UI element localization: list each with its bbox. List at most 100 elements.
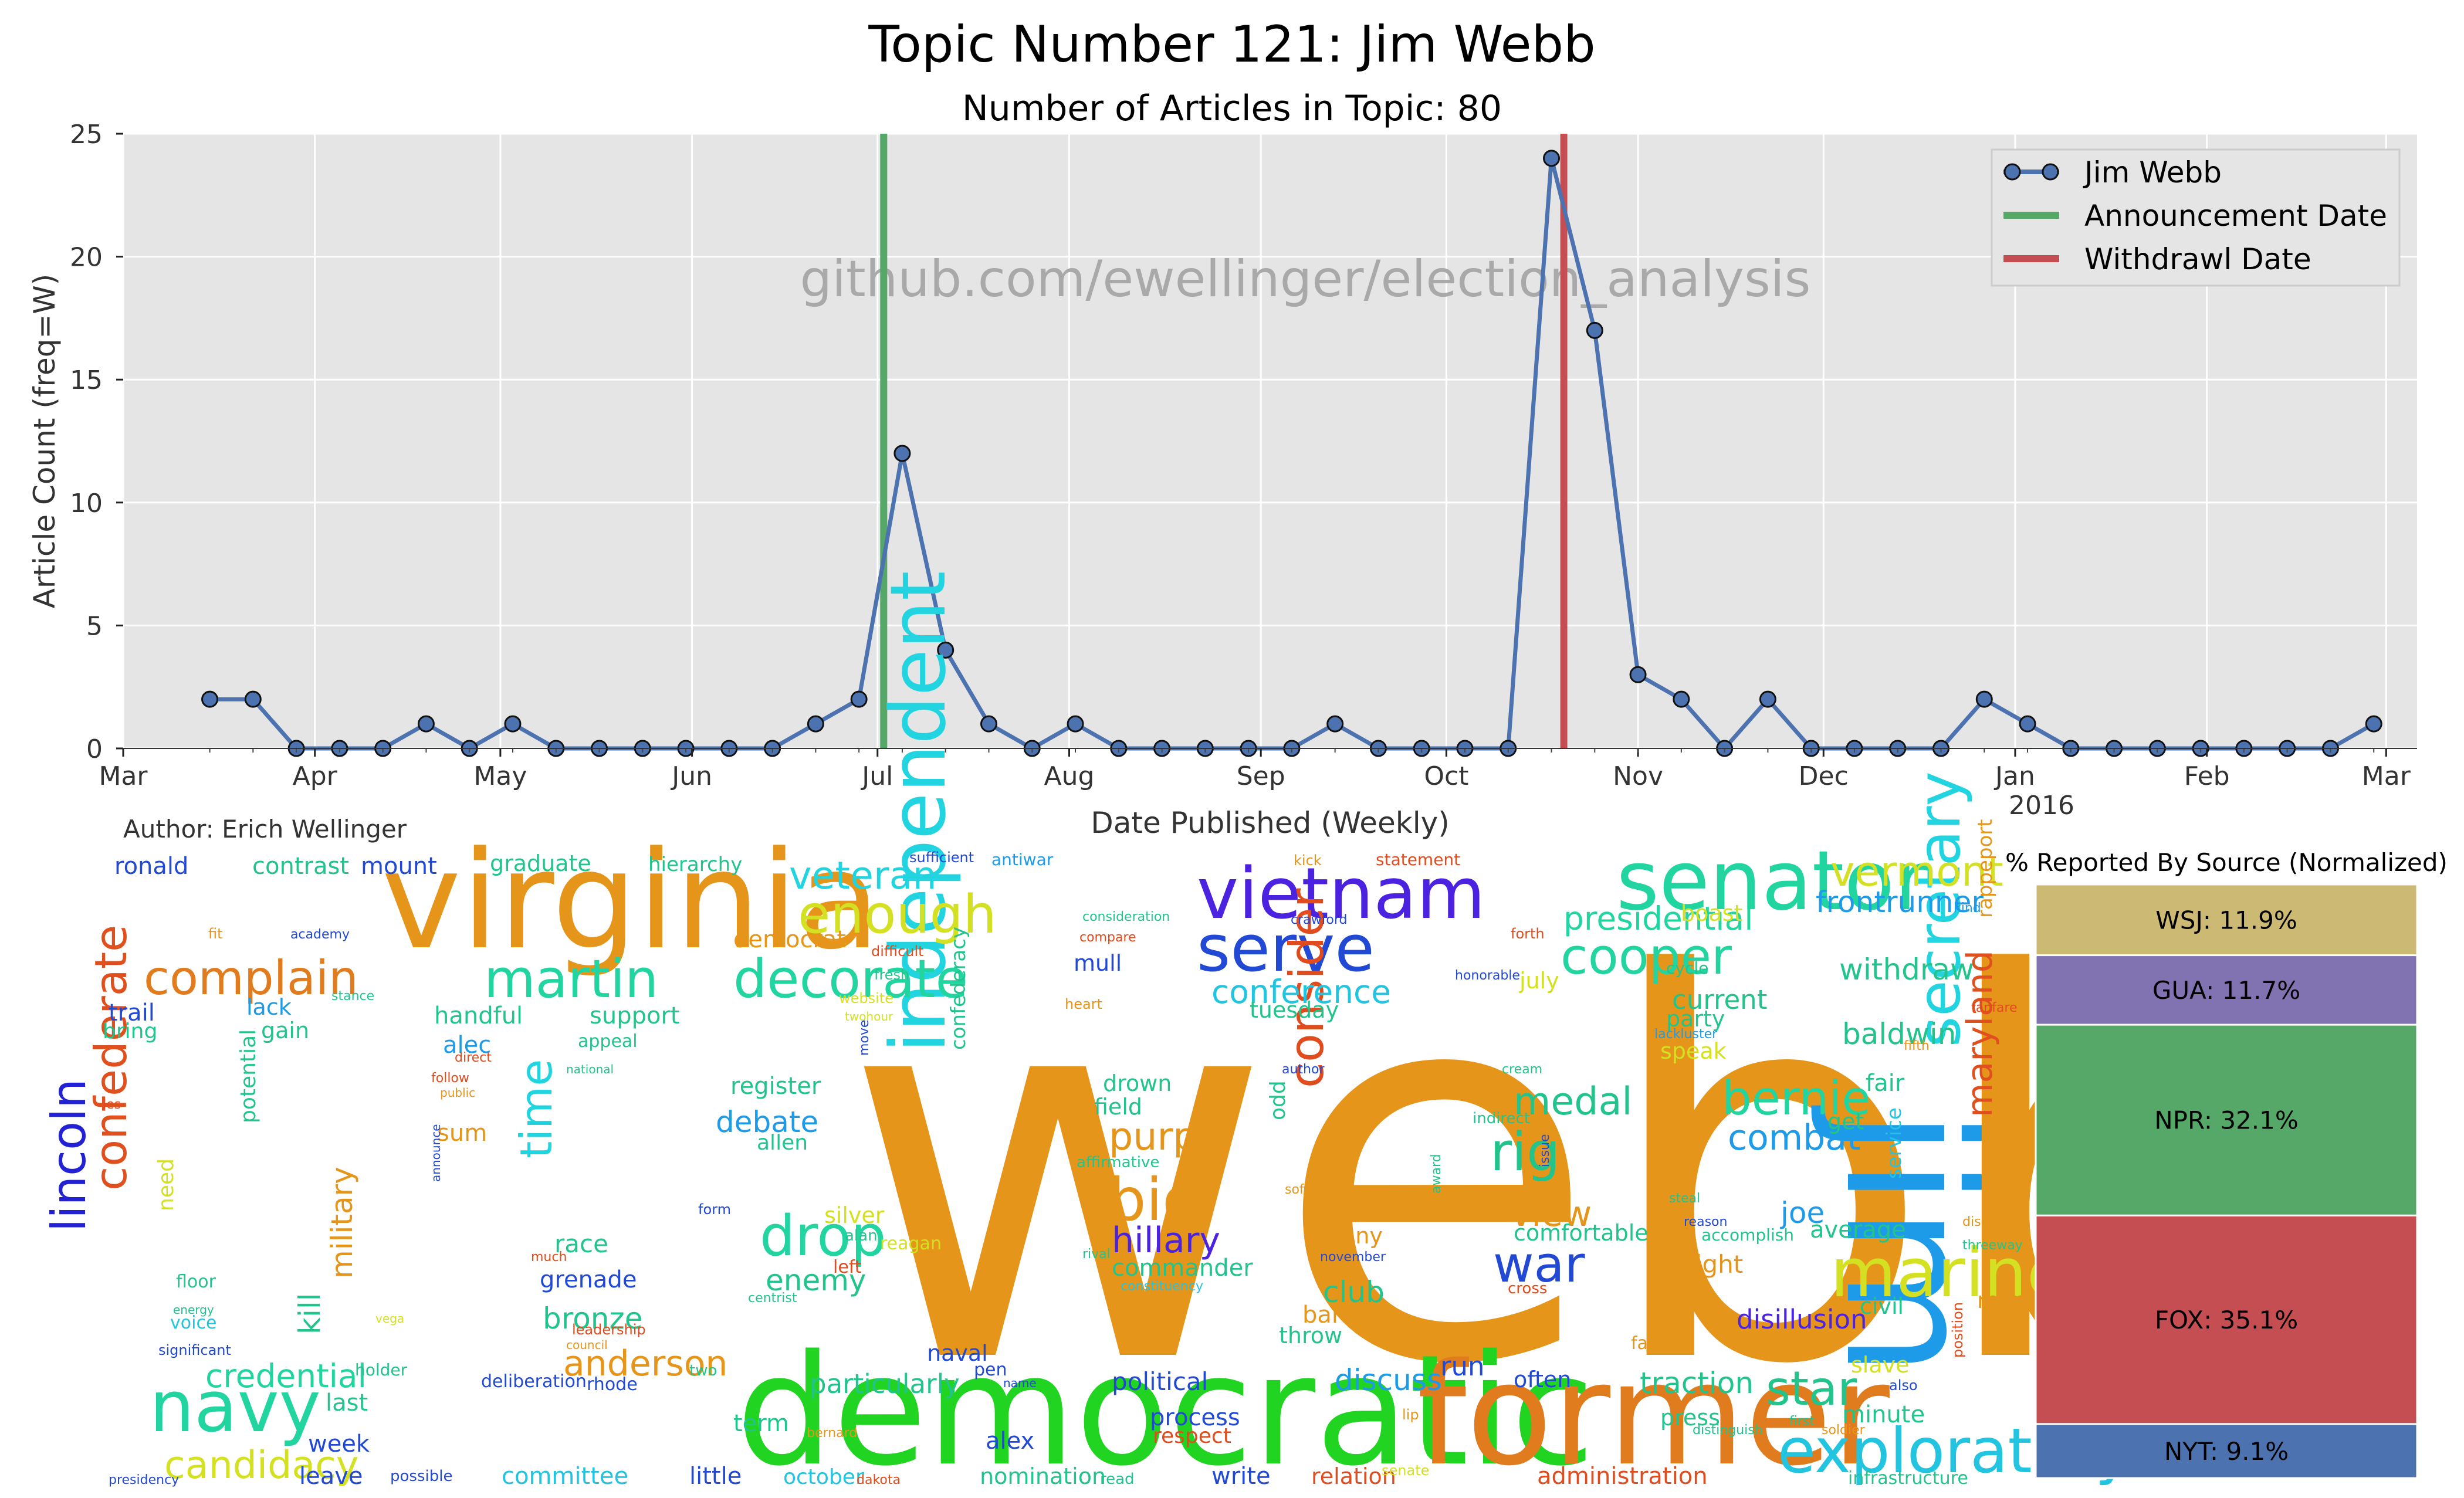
source-bar-title: % Reported By Source (Normalized) — [2005, 848, 2448, 877]
x-tick-sublabel: 2016 — [2009, 791, 2074, 821]
cloud-word: democrat — [733, 926, 846, 953]
cloud-word: move — [857, 1020, 872, 1056]
cloud-word: little — [689, 1463, 742, 1490]
legend-label-withdrawl: Withdrawl Date — [2084, 242, 2311, 276]
cloud-word: les — [103, 1097, 121, 1112]
cloud-word: issue — [1538, 1134, 1552, 1167]
cloud-word: many — [1320, 1223, 1383, 1249]
cloud-word: mount — [361, 853, 437, 880]
figure-title: Topic Number 121: Jim Webb — [868, 15, 1595, 74]
cloud-word: support — [590, 1002, 680, 1029]
cloud-word: slave — [1851, 1352, 1910, 1378]
cloud-word: tuesday — [1250, 997, 1339, 1023]
cloud-word: confederacy — [947, 927, 970, 1050]
cloud-word: cycle — [1666, 958, 1708, 978]
cloud-word: appeal — [578, 1031, 638, 1052]
cloud-word: presidency — [109, 1473, 179, 1487]
cloud-word: cream — [1502, 1062, 1542, 1077]
cloud-word: nomination — [980, 1463, 1106, 1489]
y-tick-label: 15 — [70, 365, 103, 395]
cloud-word: sum — [437, 1120, 487, 1147]
x-tick-label: Jun — [670, 761, 712, 791]
cloud-word: july — [1519, 968, 1559, 994]
cloud-word: pen — [974, 1360, 1007, 1380]
cloud-word: read — [1100, 1470, 1135, 1488]
cloud-word: alex — [986, 1428, 1034, 1455]
x-tick-label: Apr — [293, 761, 338, 791]
cloud-word: handful — [434, 1002, 523, 1029]
cloud-word: reagan — [880, 1233, 942, 1254]
cloud-word: withdraw — [1839, 953, 1974, 987]
cloud-word: crawford — [1291, 913, 1347, 927]
cloud-word: week — [308, 1431, 370, 1458]
cloud-word: centrist — [748, 1291, 797, 1306]
data-point — [895, 446, 910, 461]
data-point — [2366, 716, 2381, 731]
cloud-word: far — [1631, 1333, 1656, 1354]
cloud-word: fifth — [1904, 1039, 1930, 1053]
cloud-word: boast — [1681, 900, 1742, 926]
cloud-word: rival — [1082, 1247, 1111, 1262]
cloud-word: service — [1883, 1107, 1906, 1179]
cloud-word: comfortable — [1514, 1220, 1649, 1246]
data-point — [418, 716, 434, 731]
source-bar-chart: % Reported By Source (Normalized) NYT: 9… — [2005, 848, 2448, 1478]
cloud-word: forth — [1511, 926, 1545, 942]
cloud-word: get — [1827, 1109, 1864, 1134]
cloud-word: position — [1949, 1302, 1966, 1358]
data-point — [1976, 692, 1992, 707]
cloud-word: consideration — [1082, 910, 1170, 924]
cloud-word: military — [325, 1167, 359, 1279]
cloud-word: baldwin — [1842, 1017, 1956, 1051]
cloud-word: difficult — [871, 943, 924, 960]
cloud-word: reason — [1684, 1215, 1727, 1229]
cloud-word: senate — [1382, 1462, 1429, 1479]
source-segment-label: WSJ: 11.9% — [2155, 906, 2297, 934]
cloud-word: sufficient — [909, 849, 974, 866]
legend-marker-jim-webb — [2043, 164, 2058, 179]
cloud-word: grenade — [540, 1266, 637, 1293]
legend-label-jim-webb: Jim Webb — [2083, 155, 2222, 189]
chart-subtitle: Number of Articles in Topic: 80 — [962, 88, 1502, 129]
cloud-word: last — [326, 1389, 368, 1416]
cloud-word: bernard — [807, 1426, 857, 1441]
cloud-word: potential — [236, 1029, 260, 1123]
cloud-word: indirect — [1473, 1110, 1530, 1127]
cloud-word: lip — [1402, 1407, 1419, 1423]
cloud-word: soldier — [1822, 1423, 1866, 1438]
cloud-word: drown — [1103, 1070, 1172, 1096]
cloud-word: discuss — [1335, 1363, 1442, 1397]
cloud-word: leadership — [572, 1321, 646, 1338]
legend-marker-jim-webb — [2005, 164, 2020, 179]
cloud-word: form — [698, 1201, 731, 1218]
x-tick-label: Nov — [1613, 761, 1663, 791]
data-point — [981, 716, 996, 731]
cloud-word: speak — [1660, 1038, 1727, 1064]
cloud-word: rhode — [587, 1374, 638, 1395]
x-tick-label: Sep — [1237, 761, 1285, 791]
cloud-word: civil — [1860, 1293, 1904, 1319]
cloud-word: national — [566, 1062, 614, 1076]
cloud-word: gain — [261, 1018, 309, 1043]
cloud-word: also — [1889, 1377, 1918, 1394]
cloud-word: award — [1429, 1154, 1444, 1194]
source-segments: NYT: 9.1%FOX: 35.1%NPR: 32.1%GUA: 11.7%W… — [2036, 884, 2417, 1478]
source-segment-label: GUA: 11.7% — [2152, 976, 2300, 1005]
cloud-word: purple — [1109, 1115, 1231, 1159]
data-point — [2020, 716, 2035, 731]
author-credit: Author: Erich Wellinger — [123, 815, 407, 843]
cloud-word: deliberation — [481, 1371, 587, 1392]
cloud-word: fresh — [874, 967, 909, 983]
cloud-word: particularly — [810, 1368, 960, 1399]
cloud-word: antiwar — [991, 850, 1054, 869]
y-tick-label: 25 — [70, 120, 103, 150]
x-tick-label: Mar — [99, 761, 148, 791]
cloud-word: time — [510, 1059, 562, 1158]
cloud-word: council — [566, 1338, 608, 1352]
cloud-word: confederate — [85, 925, 137, 1191]
cloud-word: fair — [1866, 1070, 1905, 1097]
cloud-word: steal — [1669, 1191, 1700, 1206]
cloud-word: heart — [1065, 996, 1102, 1012]
